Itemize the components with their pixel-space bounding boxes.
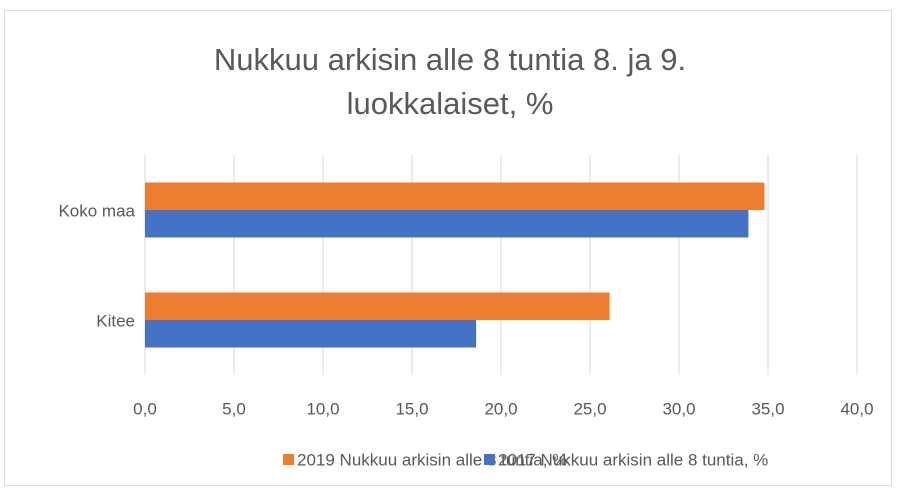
x-tick-label: 10,0	[306, 399, 339, 418]
x-tick-label: 5,0	[222, 399, 246, 418]
chart-title: Nukkuu arkisin alle 8 tuntia 8. ja 9. lu…	[213, 42, 687, 121]
bar	[145, 320, 477, 348]
x-tick-label: 20,0	[484, 399, 517, 418]
bar	[145, 292, 610, 320]
x-tick-label: 25,0	[573, 399, 606, 418]
chart-frame	[4, 10, 892, 486]
bar	[145, 182, 765, 210]
x-tick-label: 0,0	[133, 399, 157, 418]
x-tick-label: 35,0	[751, 399, 784, 418]
legend-swatch	[484, 454, 495, 465]
x-tick-label: 15,0	[395, 399, 428, 418]
x-tick-label: 40,0	[840, 399, 873, 418]
y-tick-label: Kitee	[96, 311, 135, 330]
legend-swatch	[283, 454, 294, 465]
y-tick-label: Koko maa	[58, 201, 135, 220]
legend-label: 2019 Nukkuu arkisin alle 8 tuntia, %	[297, 450, 567, 469]
legend-label: 2017 Nukkuu arkisin alle 8 tuntia, %	[498, 450, 768, 469]
x-tick-label: 30,0	[662, 399, 695, 418]
bar	[145, 210, 749, 238]
